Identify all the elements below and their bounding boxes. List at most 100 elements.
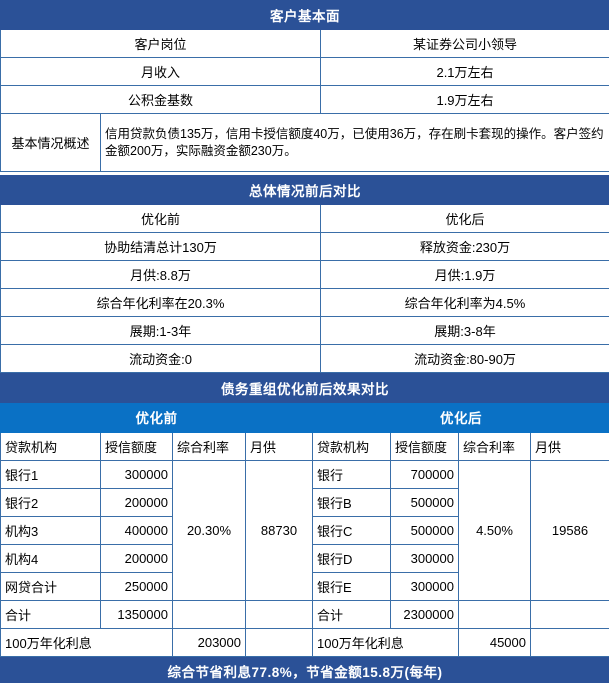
overall-after-4: 流动资金:80-90万 [320,343,609,373]
after-total-rate-empty [458,599,531,629]
before-total-credit: 1350000 [100,599,173,629]
after-institution-1: 银行B [312,487,391,517]
basic-summary-text: 信用贷款负债135万，信用卡授信额度40万，已使用36万，存在刷卡套现的操作。客… [99,113,609,172]
after-credit-4: 300000 [390,571,459,601]
basic-title-row: 客户基本面 [0,0,609,30]
before-institution-0: 银行1 [0,459,101,489]
after-annual-value: 45000 [458,627,531,657]
footer-row: 综合节省利息77.8%，节省金额15.8万(每年) [0,655,609,683]
table-row: 展期:1-3年 展期:3-8年 [0,315,609,345]
overall-comparison-table: 总体情况前后对比 优化前 优化后 协助结清总计130万 释放资金:230万 月供… [0,174,609,373]
overall-after-2: 综合年化利率为4.5% [320,287,609,317]
basic-summary-row: 基本情况概述 信用贷款负债135万，信用卡授信额度40万，已使用36万，存在刷卡… [0,113,609,172]
table-row: 银行1 300000 20.30% 88730 银行 700000 4.50% … [0,459,609,601]
after-credit-0: 700000 [390,459,459,489]
spacer [0,171,609,175]
col-header-after-credit: 授信额度 [390,431,459,461]
footer-summary: 综合节省利息77.8%，节省金额15.8万(每年) [0,655,609,683]
table-row: 机构4 200000 银行D 300000 [0,543,609,573]
after-total-label: 合计 [312,599,391,629]
basic-label-position: 客户岗位 [0,29,321,58]
overall-after-3: 展期:3-8年 [320,315,609,345]
col-header-after-monthly: 月供 [530,431,609,461]
after-institution-4: 银行E [312,571,391,601]
overall-after-1: 月供:1.9万 [320,259,609,289]
after-institution-3: 银行D [312,543,391,573]
before-credit-2: 400000 [100,515,173,545]
before-institution-2: 机构3 [0,515,101,545]
after-total-monthly-empty [530,599,609,629]
basic-label-fund-base: 公积金基数 [0,85,321,114]
col-header-before-institution: 贷款机构 [0,431,101,461]
basic-value-income: 2.1万左右 [319,57,609,86]
debt-restructure-table: 债务重组优化前后效果对比 优化前 优化后 贷款机构 授信额度 综合利率 月供 贷… [0,372,609,683]
basic-summary-label: 基本情况概述 [0,113,101,172]
overall-before-2: 综合年化利率在20.3% [0,287,321,317]
debt-group-header-row: 优化前 优化后 [0,401,609,433]
before-total-label: 合计 [0,599,101,629]
overall-section-title: 总体情况前后对比 [0,174,609,205]
after-credit-2: 500000 [390,515,459,545]
overall-after-0: 释放资金:230万 [320,231,609,261]
overall-before-0: 协助结清总计130万 [0,231,321,261]
after-monthly: 19586 [530,459,609,601]
after-total-credit: 2300000 [390,599,459,629]
col-header-after-rate: 综合利率 [458,431,531,461]
basic-section-title: 客户基本面 [0,0,609,30]
debt-group-after: 优化后 [312,401,609,433]
before-annual-value: 203000 [172,627,246,657]
before-credit-4: 250000 [100,571,173,601]
before-credit-1: 200000 [100,487,173,517]
col-header-before-credit: 授信额度 [100,431,173,461]
overall-before-1: 月供:8.8万 [0,259,321,289]
overall-before-3: 展期:1-3年 [0,315,321,345]
after-rate: 4.50% [458,459,531,601]
table-row: 银行2 200000 银行B 500000 [0,487,609,517]
debt-column-header-row: 贷款机构 授信额度 综合利率 月供 贷款机构 授信额度 综合利率 月供 [0,431,609,461]
spacer-row [0,171,609,175]
col-header-after-institution: 贷款机构 [312,431,391,461]
basic-label-income: 月收入 [0,57,321,86]
table-row: 综合年化利率在20.3% 综合年化利率为4.5% [0,287,609,317]
table-row: 客户岗位 某证券公司小领导 [0,29,609,58]
before-monthly: 88730 [245,459,313,601]
before-credit-0: 300000 [100,459,173,489]
debt-section-title: 债务重组优化前后效果对比 [0,372,609,403]
basic-value-position: 某证券公司小领导 [319,29,609,58]
table-row: 机构3 400000 银行C 500000 [0,515,609,545]
after-credit-1: 500000 [390,487,459,517]
col-header-before-monthly: 月供 [245,431,313,461]
col-header-before-rate: 综合利率 [172,431,246,461]
overall-col-before: 优化前 [0,203,321,233]
before-institution-3: 机构4 [0,543,101,573]
table-row: 流动资金:0 流动资金:80-90万 [0,343,609,373]
overall-title-row: 总体情况前后对比 [0,174,609,205]
debt-group-before: 优化前 [0,401,313,433]
overall-before-4: 流动资金:0 [0,343,321,373]
table-row: 协助结清总计130万 释放资金:230万 [0,231,609,261]
before-institution-1: 银行2 [0,487,101,517]
before-institution-4: 网贷合计 [0,571,101,601]
table-row: 网贷合计 250000 银行E 300000 [0,571,609,601]
after-annual-label: 100万年化利息 [312,627,459,657]
table-row: 公积金基数 1.9万左右 [0,85,609,114]
before-total-rate-empty [172,599,246,629]
overall-col-after: 优化后 [320,203,609,233]
before-rate: 20.30% [172,459,246,601]
basic-profile-table: 客户基本面 客户岗位 某证券公司小领导 月收入 2.1万左右 公积金基数 1.9… [0,0,609,175]
before-annual-monthly-empty [245,627,313,657]
overall-header-row: 优化前 优化后 [0,203,609,233]
after-institution-2: 银行C [312,515,391,545]
after-annual-monthly-empty [530,627,609,657]
debt-annual-interest-row: 100万年化利息 203000 100万年化利息 45000 [0,627,609,657]
after-institution-0: 银行 [312,459,391,489]
basic-value-fund-base: 1.9万左右 [319,85,609,114]
before-credit-3: 200000 [100,543,173,573]
before-total-monthly-empty [245,599,313,629]
debt-total-row: 合计 1350000 合计 2300000 [0,599,609,629]
after-credit-3: 300000 [390,543,459,573]
table-row: 月收入 2.1万左右 [0,57,609,86]
before-annual-label: 100万年化利息 [0,627,173,657]
table-row: 月供:8.8万 月供:1.9万 [0,259,609,289]
